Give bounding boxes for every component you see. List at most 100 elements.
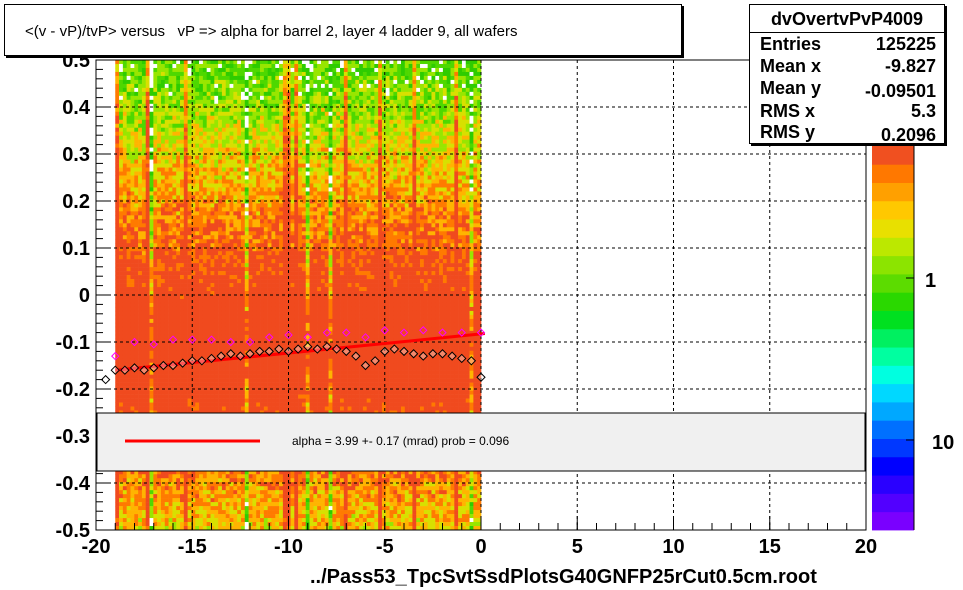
y-tick-label: -0.1 bbox=[56, 332, 90, 354]
x-tick-label: 10 bbox=[662, 536, 684, 558]
stats-box: dvOvertvPvP4009 Entries 125225 Mean x -9… bbox=[749, 4, 945, 145]
profile-point bbox=[322, 341, 332, 352]
palette-swatch bbox=[872, 438, 914, 458]
secondary-profile-point bbox=[284, 330, 293, 340]
secondary-profile-point bbox=[149, 340, 158, 349]
fit-legend-label: alpha = 3.99 +- 0.17 (mrad) prob = 0.096 bbox=[292, 434, 509, 448]
fit-legend: alpha = 3.99 +- 0.17 (mrad) prob = 0.096 bbox=[96, 412, 866, 472]
x-tick-label: -5 bbox=[376, 536, 394, 558]
secondary-profile-point bbox=[265, 333, 274, 342]
title-box: <(v - vP)/tvP> versus vP => alpha for ba… bbox=[4, 4, 682, 56]
profile-point bbox=[293, 344, 303, 354]
file-label: ../Pass53_TpcSvtSsdPlotsG40GNFP25rCut0.5… bbox=[310, 566, 817, 588]
stats-name: dvOvertvPvP4009 bbox=[770, 9, 924, 29]
stats-label: Mean y bbox=[760, 78, 822, 98]
profile-point bbox=[226, 349, 236, 359]
profile-point bbox=[264, 346, 274, 357]
palette-swatch bbox=[872, 420, 914, 439]
profile-point bbox=[437, 349, 448, 359]
profile-point bbox=[187, 356, 197, 366]
palette-swatch bbox=[872, 255, 914, 275]
secondary-profile-point bbox=[476, 328, 486, 337]
palette-tick-label: 1 bbox=[925, 270, 936, 292]
profile-point bbox=[360, 360, 371, 371]
y-tick-label: 0.2 bbox=[62, 191, 90, 213]
profile-point bbox=[254, 346, 265, 357]
profile-point bbox=[312, 344, 323, 354]
stats-value: -9.827 bbox=[884, 56, 936, 76]
profile-point bbox=[351, 351, 361, 361]
secondary-profile-point bbox=[399, 328, 409, 337]
palette-swatch bbox=[872, 310, 914, 330]
profile-point bbox=[303, 341, 313, 352]
palette-swatch bbox=[872, 347, 914, 366]
profile-point bbox=[399, 346, 409, 357]
x-tick-label: 5 bbox=[572, 536, 583, 558]
palette-swatch bbox=[872, 182, 914, 202]
stats-value: 5.3 bbox=[910, 101, 936, 121]
palette-swatch bbox=[872, 511, 914, 531]
palette-swatch bbox=[872, 475, 914, 494]
y-tick-label: 0 bbox=[79, 285, 90, 307]
stats-row-entries: Entries 125225 bbox=[760, 34, 936, 56]
palette-swatch bbox=[872, 383, 914, 403]
profile-point bbox=[408, 349, 419, 359]
palette-tick-label: 10 bbox=[932, 432, 954, 454]
profile-point bbox=[283, 346, 294, 357]
secondary-profile-point bbox=[322, 328, 332, 337]
axis-layer: -20 -15 -10 -5 0 5 10 15 20 -0.5 -0.4 -0.3 -0.2 -0.1 0… bbox=[56, 50, 878, 558]
profile-point bbox=[129, 363, 140, 373]
fit-layer bbox=[115, 332, 485, 372]
color-palette: 1 10 bbox=[872, 146, 954, 531]
profile-point bbox=[274, 344, 284, 354]
secondary-profile-point bbox=[342, 328, 351, 337]
profile-point bbox=[447, 351, 457, 361]
profile-point bbox=[466, 356, 477, 366]
profile-point bbox=[245, 349, 255, 359]
secondary-profile-point bbox=[226, 337, 235, 347]
palette-swatch bbox=[872, 456, 914, 476]
palette-swatch bbox=[872, 328, 914, 348]
palette-swatch bbox=[872, 274, 914, 293]
profile-point bbox=[110, 365, 120, 375]
palette-swatch bbox=[872, 365, 914, 385]
palette-swatch bbox=[872, 402, 914, 421]
stats-value: 0.2096 bbox=[880, 125, 936, 145]
profile-point bbox=[168, 360, 178, 371]
secondary-profile-point bbox=[380, 326, 389, 335]
profile-point bbox=[331, 344, 342, 354]
secondary-profile-point bbox=[111, 351, 120, 361]
palette-swatch bbox=[872, 200, 914, 220]
profile-point bbox=[158, 360, 169, 371]
profile-point bbox=[476, 372, 486, 382]
stats-row-mean-x: Mean x -9.827 bbox=[760, 56, 936, 78]
profile-point bbox=[428, 349, 438, 359]
stats-row-rms-x: RMS x 5.3 bbox=[760, 101, 936, 123]
secondary-profile-point bbox=[303, 333, 312, 342]
chart-title: <(v - vP)/tvP> versus vP => alpha for ba… bbox=[25, 23, 518, 40]
x-tick-label: -10 bbox=[274, 536, 303, 558]
secondary-profile-point bbox=[188, 335, 197, 344]
fit-line bbox=[115, 332, 485, 372]
secondary-profile-point bbox=[130, 337, 139, 347]
y-tick-label: 0.3 bbox=[62, 144, 90, 166]
x-tick-label: 0 bbox=[475, 536, 486, 558]
palette-swatch bbox=[872, 237, 914, 257]
profile-point bbox=[197, 356, 207, 366]
profile-marker-layer bbox=[100, 326, 486, 385]
profile-point bbox=[341, 346, 351, 357]
y-tick-label: -0.4 bbox=[56, 473, 91, 495]
profile-point bbox=[370, 356, 380, 366]
stats-divider bbox=[750, 32, 944, 33]
profile-point bbox=[216, 351, 226, 361]
profile-point bbox=[120, 365, 130, 375]
secondary-profile-point bbox=[245, 337, 255, 347]
palette-swatch bbox=[872, 292, 914, 311]
profile-point bbox=[418, 351, 428, 361]
profile-point bbox=[457, 353, 467, 364]
y-tick-label: 0.1 bbox=[62, 238, 90, 260]
stats-value: 125225 bbox=[875, 34, 936, 54]
palette-swatch bbox=[872, 219, 914, 238]
profile-point bbox=[100, 374, 111, 385]
